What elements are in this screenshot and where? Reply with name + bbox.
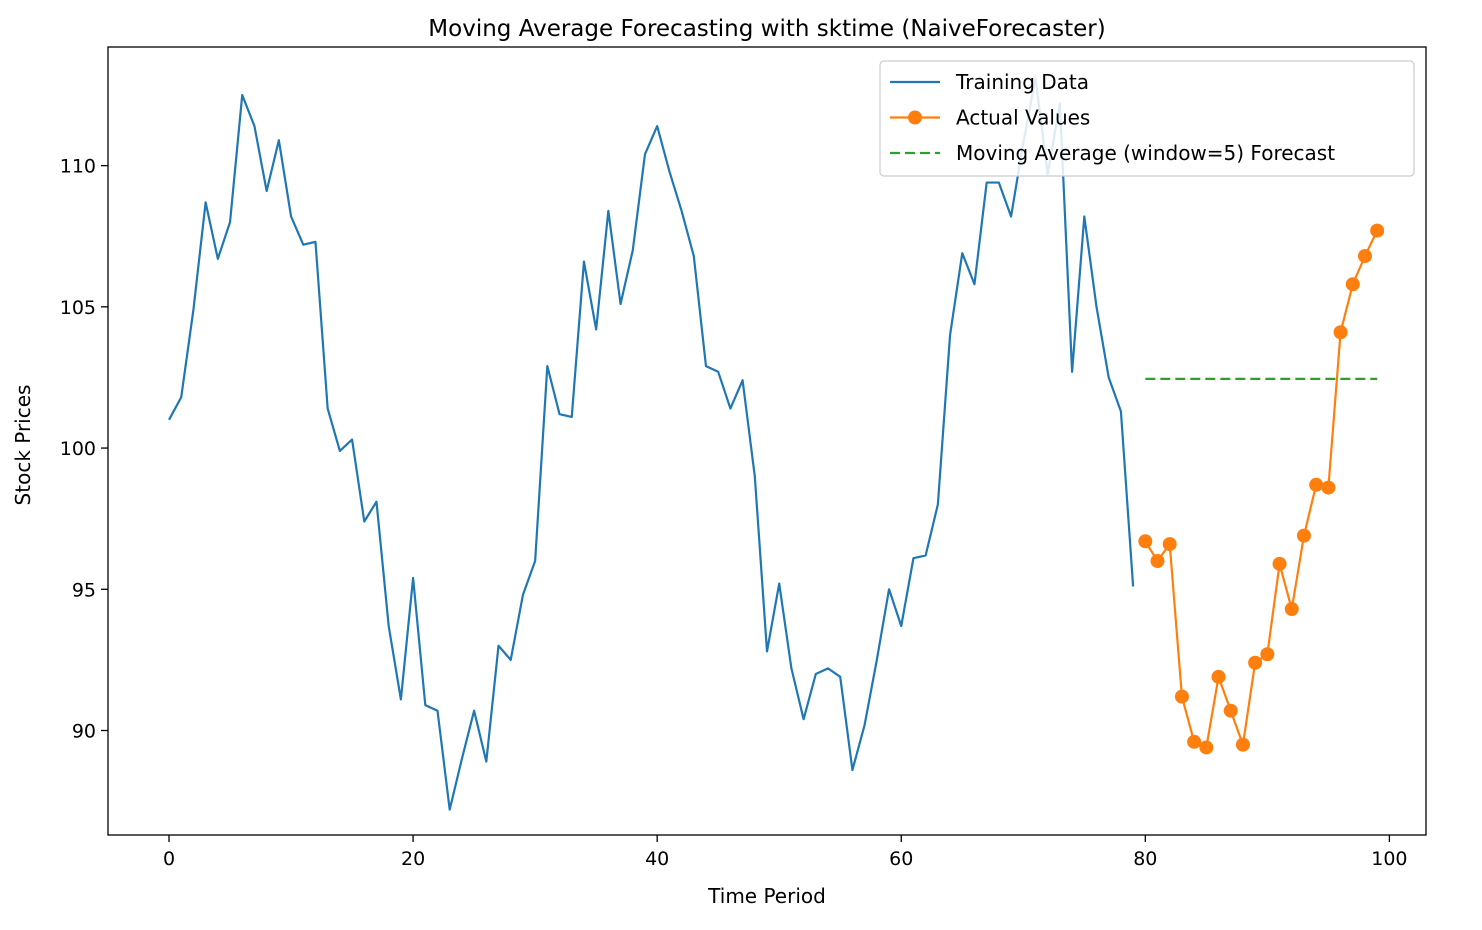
series-line-actual-values [1144,230,1379,749]
series-line-training-data [168,76,1135,811]
data-point [1370,223,1385,238]
x-tick-label: 100 [1371,848,1407,870]
legend-label: Training Data [955,70,1089,94]
data-point [1223,703,1238,718]
data-point [1199,740,1214,755]
x-tick-label: 60 [889,848,913,870]
legend-box [879,60,1415,177]
y-tick-label: 110 [60,156,96,178]
x-tick-label: 0 [163,848,175,870]
x-tick-label: 40 [645,848,669,870]
x-axis-label: Time Period [707,884,826,908]
data-point [1309,477,1324,492]
legend-label: Moving Average (window=5) Forecast [956,141,1335,165]
data-point [1162,537,1177,552]
data-point [1333,325,1348,340]
data-point [1150,554,1165,569]
y-tick-label: 95 [72,579,96,601]
data-point [1187,734,1202,749]
axis-ticks: 0 20 40 60 80 100 90 95 100 105 110 [60,156,1408,870]
data-point [1345,277,1360,292]
y-tick-label: 105 [60,297,96,319]
x-tick-label: 80 [1133,848,1157,870]
data-point [1248,655,1263,670]
plot-area [168,76,1385,811]
data-point [1235,737,1250,752]
data-point [1138,534,1153,549]
data-point [1296,528,1311,543]
legend: Training Data Actual Values Moving Average… [879,60,1415,177]
data-point [1211,669,1226,684]
y-tick-label: 90 [72,720,96,742]
data-point [1272,556,1287,571]
legend-marker [908,110,922,125]
data-point [1357,249,1372,264]
data-point [1284,602,1299,617]
data-point [1260,647,1275,662]
legend-label: Actual Values [956,106,1090,130]
x-tick-label: 20 [401,848,425,870]
y-tick-label: 100 [60,438,96,460]
plot-frame [107,46,1427,836]
data-point [1321,480,1336,495]
y-axis-label: Stock Prices [11,385,35,506]
chart-title: Moving Average Forecasting with sktime (… [428,16,1105,42]
data-point [1174,689,1189,704]
